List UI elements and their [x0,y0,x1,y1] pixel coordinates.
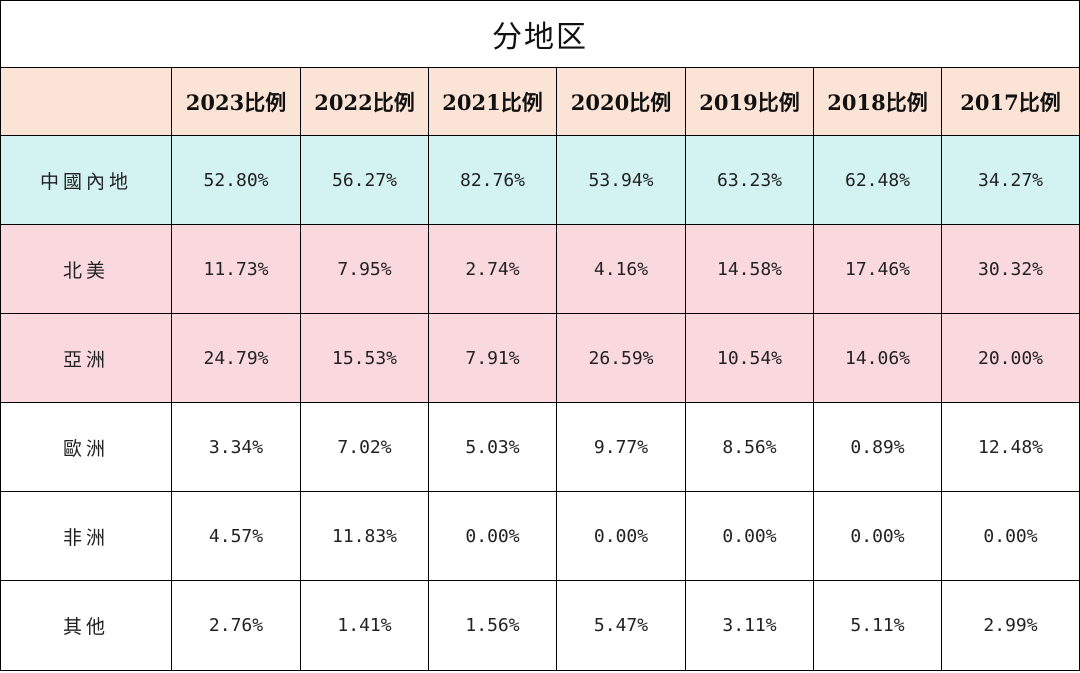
table-cell: 62.48% [813,135,942,225]
table-row: 非洲 4.57% 11.83% 0.00% 0.00% 0.00% 0.00% 0.00% [0,491,1080,581]
table-cell: 9.77% [556,402,686,492]
table-cell: 63.23% [685,135,814,225]
table-cell: 56.27% [300,135,429,225]
header-row: 2023比例 2022比例 2021比例 2020比例 2019比例 2018比… [0,67,1080,136]
header-cell-2023: 2023比例 [171,67,301,136]
table-row: 歐洲 3.34% 7.02% 5.03% 9.77% 8.56% 0.89% 12.48% [0,402,1080,492]
table-cell: 2.74% [428,224,557,314]
table-cell: 14.58% [685,224,814,314]
table-cell: 15.53% [300,313,429,403]
row-label: 歐洲 [0,402,172,492]
header-cell-2017: 2017比例 [941,67,1080,136]
header-cell-2020: 2020比例 [556,67,686,136]
header-cell-corner [0,67,172,136]
table-cell: 12.48% [941,402,1080,492]
row-label: 非洲 [0,491,172,581]
table-cell: 20.00% [941,313,1080,403]
table-title: 分地区 [0,0,1080,68]
header-cell-2019: 2019比例 [685,67,814,136]
table-cell: 0.00% [556,491,686,581]
table-cell: 0.00% [685,491,814,581]
table-cell: 10.54% [685,313,814,403]
table-cell: 34.27% [941,135,1080,225]
table-cell: 14.06% [813,313,942,403]
table-cell: 30.32% [941,224,1080,314]
row-label: 亞洲 [0,313,172,403]
table-row: 其他 2.76% 1.41% 1.56% 5.47% 3.11% 5.11% 2.99% [0,580,1080,671]
table-cell: 5.47% [556,580,686,671]
table-cell: 11.73% [171,224,301,314]
row-label: 北美 [0,224,172,314]
table-cell: 24.79% [171,313,301,403]
table-row: 北美 11.73% 7.95% 2.74% 4.16% 14.58% 17.46% 30.32… [0,224,1080,314]
table-cell: 0.00% [941,491,1080,581]
table-cell: 7.95% [300,224,429,314]
table-cell: 4.57% [171,491,301,581]
table-cell: 3.34% [171,402,301,492]
table-cell: 1.41% [300,580,429,671]
table-cell: 7.91% [428,313,557,403]
header-cell-2022: 2022比例 [300,67,429,136]
table-row: 亞洲 24.79% 15.53% 7.91% 26.59% 10.54% 14.06% 20.… [0,313,1080,403]
table-cell: 11.83% [300,491,429,581]
table-cell: 82.76% [428,135,557,225]
table-cell: 53.94% [556,135,686,225]
table-cell: 0.89% [813,402,942,492]
table-cell: 2.76% [171,580,301,671]
table-cell: 1.56% [428,580,557,671]
title-row: 分地区 [0,0,1080,68]
header-cell-2021: 2021比例 [428,67,557,136]
table-cell: 7.02% [300,402,429,492]
header-cell-2018: 2018比例 [813,67,942,136]
row-label: 其他 [0,580,172,671]
table-cell: 8.56% [685,402,814,492]
table-cell: 3.11% [685,580,814,671]
table-cell: 17.46% [813,224,942,314]
table-cell: 0.00% [428,491,557,581]
table-cell: 2.99% [941,580,1080,671]
table-cell: 52.80% [171,135,301,225]
table-row: 中國內地 52.80% 56.27% 82.76% 53.94% 63.23% 62.48%… [0,135,1080,225]
table-cell: 5.11% [813,580,942,671]
table-cell: 4.16% [556,224,686,314]
row-label: 中國內地 [0,135,172,225]
table-cell: 26.59% [556,313,686,403]
table-cell: 0.00% [813,491,942,581]
table-cell: 5.03% [428,402,557,492]
